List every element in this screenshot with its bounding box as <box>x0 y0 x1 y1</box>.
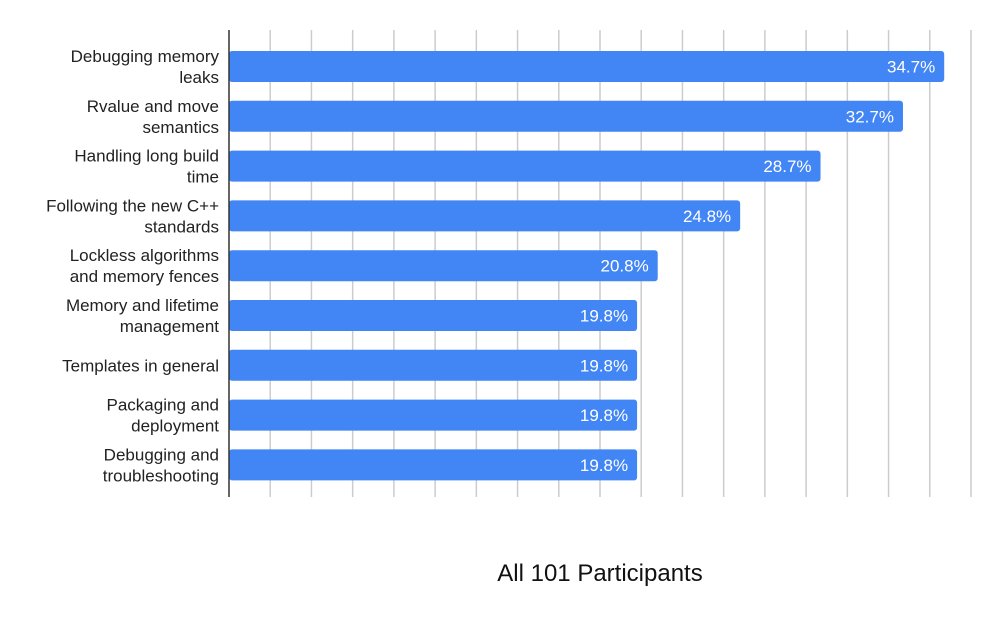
category-label: Lockless algorithms <box>70 246 219 265</box>
bar-value-label: 19.8% <box>580 307 628 326</box>
bar-value-label: 19.8% <box>580 456 628 475</box>
bars: 34.7% 32.7% 28.7% 24.8% 20.8% 19.8% 19.8% 19.8%… <box>229 51 945 481</box>
category-label: and memory fences <box>70 267 219 286</box>
category-label: Packaging and <box>107 396 219 415</box>
bar <box>229 349 638 381</box>
bar <box>229 100 903 132</box>
bar-value-label: 32.7% <box>846 107 894 126</box>
category-labels: Debugging memory leaks Rvalue and move sema… <box>46 47 219 485</box>
bar-value-label: 19.8% <box>580 356 628 375</box>
bar <box>229 449 638 481</box>
bar <box>229 300 638 331</box>
category-label: management <box>120 317 220 336</box>
category-label: Templates in general <box>62 356 219 375</box>
bar <box>229 200 741 232</box>
bar-value-label: 19.8% <box>580 406 628 425</box>
bar-value-label: 28.7% <box>763 157 811 176</box>
category-label: troubleshooting <box>103 466 219 485</box>
bar-value-label: 24.8% <box>683 207 731 226</box>
bar-value-label: 20.8% <box>601 257 649 276</box>
category-label: Debugging memory <box>71 47 220 66</box>
category-label: Memory and lifetime <box>66 296 219 315</box>
bar-value-label: 34.7% <box>887 58 935 77</box>
x-axis-title: All 101 Participants <box>497 560 702 587</box>
category-label: Debugging and <box>104 445 219 464</box>
category-label: Rvalue and move <box>87 97 219 116</box>
bar <box>229 399 638 431</box>
category-label: leaks <box>179 68 219 87</box>
category-label: Handling long build <box>74 147 219 166</box>
bar <box>229 150 821 182</box>
category-label: standards <box>144 217 219 236</box>
category-label: deployment <box>131 417 219 436</box>
category-label: Following the new C++ <box>46 196 219 215</box>
bar <box>229 51 945 82</box>
category-label: semantics <box>142 118 219 137</box>
bar <box>229 250 658 282</box>
category-label: time <box>187 168 219 187</box>
